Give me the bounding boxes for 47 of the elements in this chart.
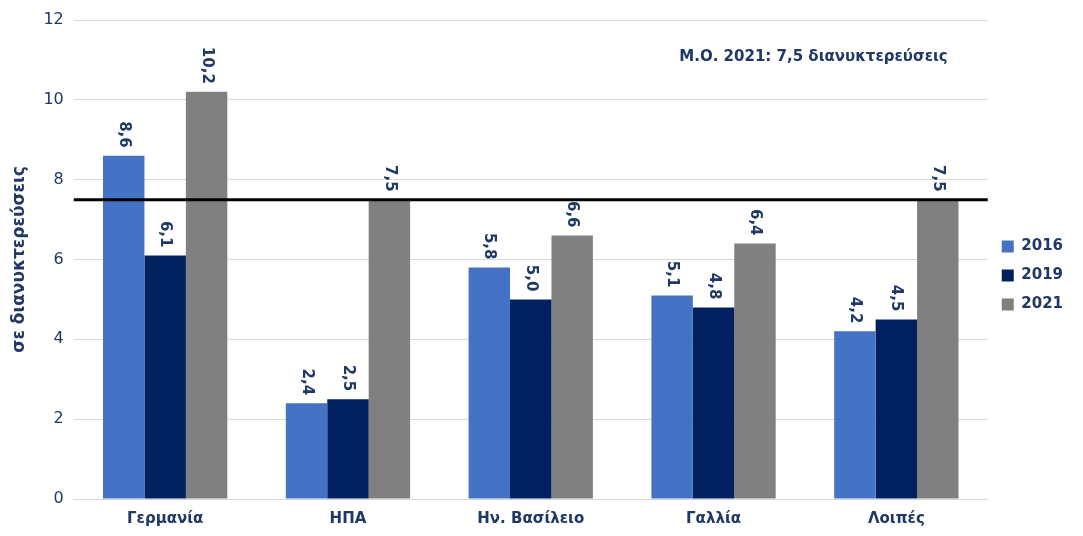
bar (834, 331, 876, 499)
x-tick-label: Λοιπές (867, 508, 925, 527)
bar (875, 319, 918, 499)
x-tick-label: Γαλλία (686, 508, 742, 527)
data-label: 7,5 (929, 165, 948, 192)
bar (734, 243, 776, 499)
data-label: 6,6 (564, 200, 583, 228)
data-label: 8,6 (115, 121, 134, 148)
x-tick-label: Γερμανία (126, 508, 204, 527)
bar (651, 295, 693, 499)
legend-label: 2021 (1021, 294, 1063, 313)
data-label: 5,8 (481, 232, 500, 260)
legend-label: 2016 (1021, 236, 1063, 255)
y-tick-label: 0 (53, 488, 64, 508)
bar (185, 91, 228, 499)
bar (551, 235, 593, 499)
y-tick-label: 10 (43, 88, 64, 108)
bar (103, 155, 145, 499)
data-label: 5,1 (664, 260, 683, 288)
data-label: 6,1 (157, 220, 176, 248)
x-tick-label: ΗΠΑ (329, 508, 367, 527)
annotation: Μ.Ο. 2021: 7,5 διανυκτερεύσεις (679, 46, 948, 65)
y-tick-label: 12 (43, 9, 64, 29)
data-label: 2,4 (298, 368, 317, 396)
bar (510, 299, 552, 499)
y-tick-label: 6 (53, 248, 64, 268)
data-label: 5,0 (522, 264, 541, 292)
legend-label: 2019 (1021, 265, 1063, 284)
bar (144, 255, 186, 499)
data-label: 4,2 (847, 296, 866, 324)
data-label: 7,5 (381, 165, 400, 192)
bar (285, 403, 328, 499)
bar (692, 307, 735, 499)
x-tick-label: Ην. Βασίλειο (477, 508, 585, 527)
y-tick-label: 4 (53, 328, 64, 348)
y-tick-label: 2 (53, 408, 64, 428)
data-label: 10,2 (198, 46, 217, 84)
bar (368, 199, 411, 499)
bar (917, 199, 959, 499)
data-label: 6,4 (747, 208, 766, 236)
bar (468, 267, 511, 499)
data-label: 2,5 (340, 364, 359, 392)
y-axis-title: σε διανυκτερεύσεις (7, 166, 28, 353)
bar (327, 399, 369, 499)
data-label: 4,8 (705, 272, 724, 300)
y-tick-label: 8 (53, 168, 64, 188)
data-label: 4,5 (888, 284, 907, 312)
